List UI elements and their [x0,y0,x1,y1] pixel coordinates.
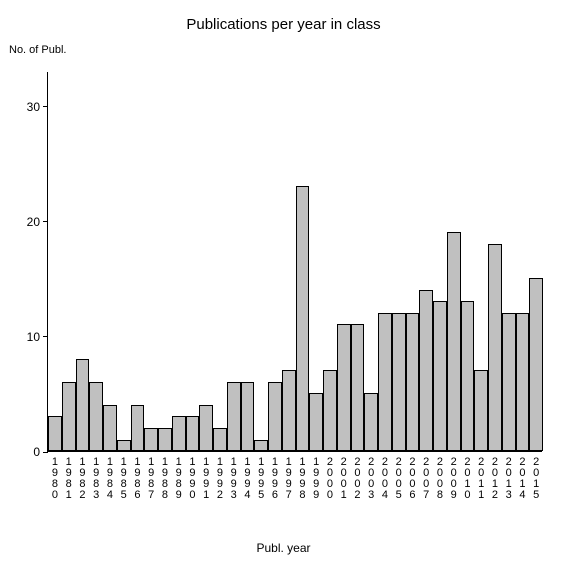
bar [213,428,227,451]
xtick-label: 2009 [447,457,461,501]
bar [89,382,103,451]
ytick-label: 20 [27,215,40,229]
ytick-line [43,106,48,107]
xtick-label: 1990 [186,457,200,501]
xtick-label: 1985 [117,457,131,501]
bar [48,416,62,451]
xtick-label: 1994 [241,457,255,501]
bar [516,313,530,451]
ytick-line [43,336,48,337]
bar [117,440,131,452]
bar [488,244,502,451]
xtick-label: 2015 [529,457,543,501]
xtick-label: 1983 [89,457,103,501]
xtick-label: 2007 [419,457,433,501]
bar [282,370,296,451]
xtick-label: 1984 [103,457,117,501]
bar [296,186,310,451]
xtick-label: 2001 [337,457,351,501]
xtick-label: 1993 [227,457,241,501]
ytick-label: 0 [33,445,40,459]
bar [419,290,433,451]
bar [378,313,392,451]
ytick-line [43,221,48,222]
xtick-label: 1997 [282,457,296,501]
xtick-label: 1996 [268,457,282,501]
xtick-label: 2013 [502,457,516,501]
bar [351,324,365,451]
ytick-line [43,452,48,453]
bar [461,301,475,451]
xtick-label: 2000 [323,457,337,501]
chart-container: Publications per year in class No. of Pu… [0,0,567,567]
xtick-label: 1982 [76,457,90,501]
bar [364,393,378,451]
bar [227,382,241,451]
xtick-label: 1992 [213,457,227,501]
bar [254,440,268,452]
xtick-label: 1988 [158,457,172,501]
xtick-label: 1995 [254,457,268,501]
bar [323,370,337,451]
xtick-label: 1980 [48,457,62,501]
xtick-label: 2006 [406,457,420,501]
bar [474,370,488,451]
bar [392,313,406,451]
bar [186,416,200,451]
xtick-label: 1998 [296,457,310,501]
xtick-label: 2014 [516,457,530,501]
bar [241,382,255,451]
xtick-label: 1999 [309,457,323,501]
bar [199,405,213,451]
xtick-label: 1991 [199,457,213,501]
xtick-label: 2005 [392,457,406,501]
bar [502,313,516,451]
bar [103,405,117,451]
bar [131,405,145,451]
xtick-label: 1981 [62,457,76,501]
bar [529,278,543,451]
bar [62,382,76,451]
bar [406,313,420,451]
plot-area: 0102030198019811982198319841985198619871… [47,72,542,452]
ytick-label: 30 [27,100,40,114]
xtick-label: 1986 [131,457,145,501]
xtick-label: 2010 [461,457,475,501]
y-axis-label: No. of Publ. [9,44,66,56]
xtick-label: 2003 [364,457,378,501]
bar [337,324,351,451]
bar [158,428,172,451]
x-axis-label: Publ. year [0,541,567,555]
xtick-label: 2012 [488,457,502,501]
xtick-label: 1989 [172,457,186,501]
chart-title: Publications per year in class [0,16,567,33]
bar [144,428,158,451]
xtick-label: 2002 [351,457,365,501]
bar [268,382,282,451]
ytick-label: 10 [27,330,40,344]
bar [172,416,186,451]
bar [309,393,323,451]
bar [433,301,447,451]
xtick-label: 2008 [433,457,447,501]
bar [447,232,461,451]
xtick-label: 1987 [144,457,158,501]
xtick-label: 2004 [378,457,392,501]
xtick-label: 2011 [474,457,488,501]
bar [76,359,90,451]
